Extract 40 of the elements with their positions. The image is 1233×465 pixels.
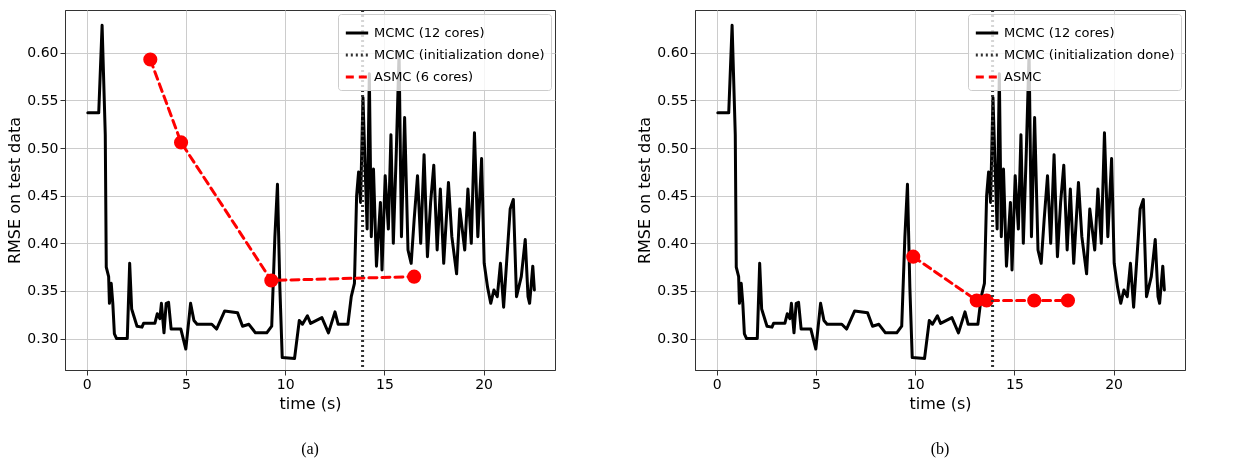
y-tick-label: 0.35 bbox=[657, 282, 689, 299]
y-tick-label: 0.50 bbox=[27, 139, 59, 156]
legend-label: MCMC (12 cores) bbox=[374, 25, 485, 40]
x-tick-label: 15 bbox=[375, 375, 394, 392]
ref-line-label: MCMC (initialization done) bbox=[374, 47, 545, 62]
y-tick-label: 0.45 bbox=[657, 187, 689, 204]
y-tick-label: 0.55 bbox=[657, 91, 689, 108]
y-tick-label: 0.40 bbox=[27, 234, 59, 251]
ref-line-label: MCMC (initialization done) bbox=[1004, 47, 1175, 62]
x-tick-label: 5 bbox=[812, 375, 821, 392]
point bbox=[143, 52, 158, 67]
point bbox=[264, 273, 279, 288]
point bbox=[173, 135, 189, 150]
text: (b) bbox=[930, 440, 950, 458]
y-tick-label: 0.45 bbox=[27, 187, 59, 204]
legend-label: ASMC bbox=[1004, 69, 1042, 84]
y-tick-label: 0.40 bbox=[657, 234, 689, 251]
x-axis-title: time (s) bbox=[909, 393, 972, 413]
text: (a) bbox=[301, 440, 319, 458]
x-tick-label: 0 bbox=[712, 375, 722, 392]
x-axis-title: time (s) bbox=[279, 393, 342, 413]
y-tick-label: 0.60 bbox=[657, 44, 689, 61]
point bbox=[407, 269, 422, 284]
x-tick-label: 0 bbox=[82, 375, 92, 392]
y-tick-label: 0.60 bbox=[27, 44, 59, 61]
x-tick-label: 10 bbox=[276, 375, 295, 392]
legend-label: MCMC (12 cores) bbox=[1004, 25, 1115, 40]
y-tick-label: 0.55 bbox=[27, 91, 59, 108]
y-tick-label: 0.35 bbox=[27, 282, 59, 299]
x-tick-label: 10 bbox=[906, 375, 925, 392]
legend-label: ASMC (6 cores) bbox=[374, 69, 474, 84]
y-tick-label: 0.30 bbox=[27, 330, 59, 347]
y-tick-label: 0.30 bbox=[657, 330, 689, 347]
y-tick-label: 0.50 bbox=[657, 139, 689, 156]
y-axis-title: RMSE on test data bbox=[635, 116, 655, 265]
x-tick-label: 20 bbox=[475, 375, 493, 392]
x-tick-label: 5 bbox=[182, 375, 191, 392]
x-tick-label: 20 bbox=[1105, 375, 1123, 392]
x-tick-label: 15 bbox=[1005, 375, 1024, 392]
y-axis-title: RMSE on test data bbox=[5, 116, 25, 265]
